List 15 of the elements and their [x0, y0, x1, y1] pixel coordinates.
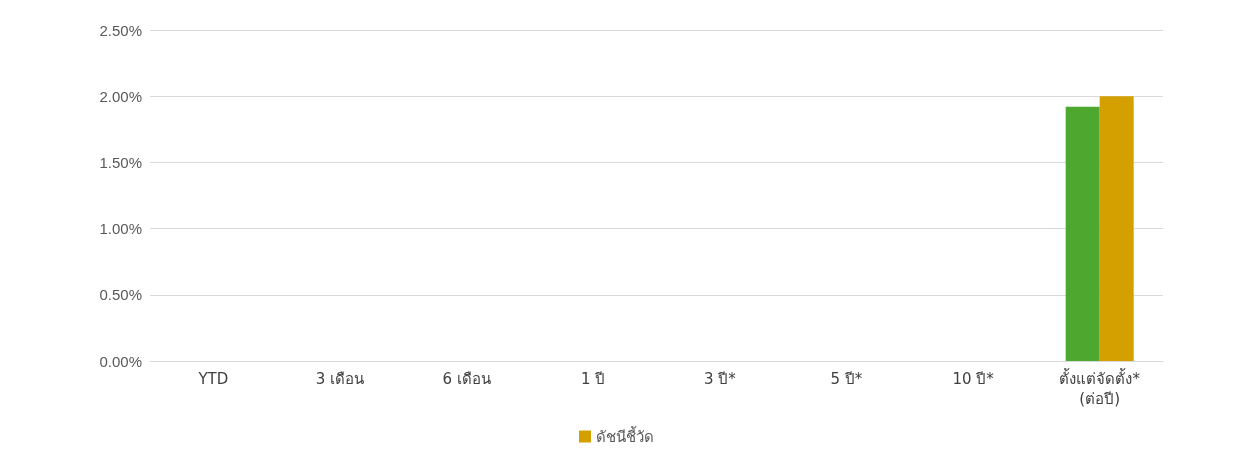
x-tick-label: 3 ปี* — [703, 370, 737, 388]
x-tick-label: 1 ปี — [581, 370, 606, 388]
y-tick-label: 1.50% — [99, 153, 142, 171]
y-tick-label: 2.50% — [99, 21, 142, 39]
x-tick-label: 3 เดือน — [315, 370, 365, 388]
y-tick-label: 0.00% — [99, 352, 142, 370]
y-tick-label: 0.50% — [99, 286, 142, 304]
y-tick-label: 2.00% — [99, 87, 142, 105]
x-tick-label: 5 ปี* — [830, 370, 863, 388]
x-tick-label: 10 ปี* — [952, 370, 995, 388]
x-tick-label: YTD — [197, 370, 229, 388]
legend-label: ดัชนีชี้วัด — [596, 425, 654, 446]
y-tick-label: 1.00% — [99, 220, 142, 238]
x-tick-label: 6 เดือน — [442, 370, 491, 388]
x-tick-label: ตั้งแต่จัดตั้ง* (ต่อปี) — [1059, 368, 1141, 408]
